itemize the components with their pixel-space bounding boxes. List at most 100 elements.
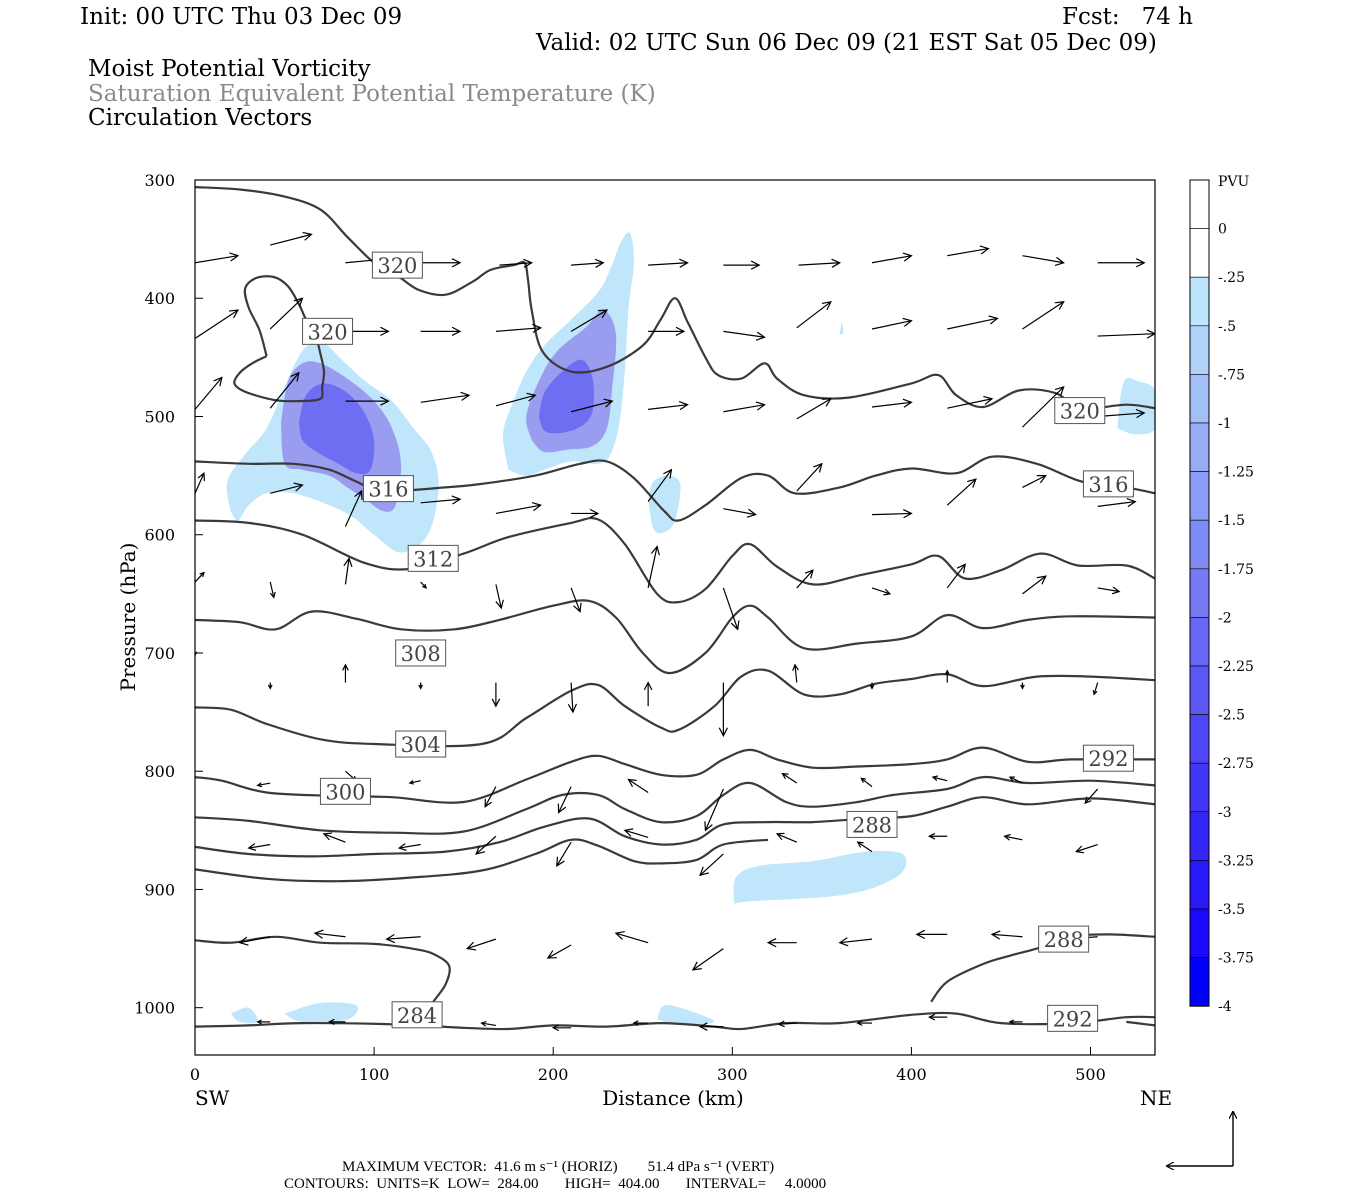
vector-shaft — [782, 773, 798, 784]
vector-shaft — [778, 1022, 797, 1025]
vector-shaft — [796, 569, 814, 589]
contour-label: 304 — [395, 730, 447, 758]
circulation-vector — [1097, 498, 1137, 508]
colorbar-swatch — [1189, 957, 1210, 1007]
contour-label: 312 — [407, 544, 459, 572]
colorbar-label: -3 — [1218, 805, 1232, 821]
contour-label-text: 320 — [377, 254, 417, 278]
vector-head — [1084, 796, 1092, 805]
vector-shaft — [722, 587, 739, 630]
vector-head — [256, 1019, 262, 1025]
vector-head — [650, 545, 660, 556]
contour-label-text: 292 — [1088, 747, 1128, 771]
circulation-vector — [699, 853, 724, 877]
max-vector-text: MAXIMUM VECTOR: 41.6 m s⁻¹ (HORIZ) 51.4 … — [342, 1159, 775, 1175]
vector-shaft — [796, 463, 823, 492]
circulation-vectors — [195, 231, 1155, 1032]
theta-e-contour-292 — [195, 796, 1155, 858]
vector-head — [979, 245, 990, 255]
vector-shaft — [796, 398, 832, 420]
circulation-vector — [195, 309, 240, 339]
vector-head — [1054, 256, 1065, 267]
pv-region-pv-light — [657, 1004, 715, 1025]
circulation-vector — [343, 557, 353, 585]
vector-shaft — [839, 938, 873, 944]
vector-shaft — [195, 472, 205, 494]
contour-info-text: CONTOURS: UNITS=K LOW= 284.00 HIGH= 404.… — [284, 1176, 827, 1192]
plot-frame — [194, 179, 1156, 1056]
vector-shaft — [547, 944, 572, 959]
vector-shaft — [386, 936, 421, 940]
y-tick-label: 600 — [144, 526, 175, 545]
colorbar-swatch — [1189, 860, 1210, 910]
vector-head — [451, 258, 462, 268]
vector-head — [755, 401, 766, 411]
circulation-vector — [495, 392, 537, 407]
vector-shaft — [570, 587, 581, 612]
vector-head — [704, 821, 713, 832]
vector-head — [614, 930, 625, 940]
x-tick-label: 0 — [190, 1065, 200, 1084]
vector-head — [1146, 329, 1155, 339]
circulation-vector — [1008, 1019, 1023, 1025]
contour-label-text: 320 — [1060, 400, 1100, 424]
colorbar-label: -1.25 — [1218, 465, 1254, 481]
colorbar-label: -.5 — [1218, 319, 1236, 335]
circulation-vector — [344, 489, 363, 527]
y-tick-label: 1000 — [134, 999, 175, 1018]
circulation-vector — [328, 1018, 346, 1025]
vector-head — [322, 832, 333, 841]
pv-region-pv-light — [284, 1002, 358, 1023]
colorbar-swatch — [1189, 374, 1210, 424]
vector-shaft — [947, 398, 993, 409]
colorbar-label: -3.5 — [1218, 902, 1245, 918]
vector-head — [328, 1018, 335, 1025]
circulation-vector — [556, 841, 572, 867]
contour-label: 320 — [302, 317, 354, 345]
vector-head — [750, 260, 761, 270]
circulation-vector — [691, 948, 724, 971]
circulation-vector — [195, 472, 205, 494]
vector-head — [313, 929, 324, 939]
circulation-vector — [1084, 788, 1099, 805]
vector-shaft — [495, 327, 541, 332]
vector-head — [777, 1020, 785, 1028]
vector-head — [256, 782, 263, 788]
contour-label-box — [302, 317, 354, 345]
theta-e-contours — [195, 186, 1155, 1031]
circulation-vector — [647, 545, 660, 589]
vector-shaft — [270, 484, 303, 494]
circulation-vector — [777, 1020, 797, 1028]
vector-head — [755, 331, 766, 341]
circulation-vector — [928, 832, 948, 840]
vector-head — [342, 663, 349, 671]
colorbar-swatch — [1189, 811, 1210, 861]
forecast-hour: Fcst: 74 h — [1062, 4, 1193, 30]
contour-label-box — [395, 639, 447, 667]
vector-shaft — [798, 262, 840, 266]
vector-shaft — [946, 563, 966, 589]
vector-head — [1092, 689, 1098, 696]
vector-head — [573, 602, 582, 613]
circulation-vector — [723, 260, 761, 270]
vector-head — [831, 258, 842, 268]
contour-label-box — [1082, 744, 1134, 772]
theta-e-contour-320 — [233, 275, 326, 403]
circulation-vector — [723, 330, 766, 341]
circulation-vector — [869, 682, 875, 690]
vector-head — [915, 929, 926, 940]
pv-region-pv-light — [230, 1007, 258, 1024]
vector-shaft — [499, 262, 532, 266]
vector-head — [269, 591, 276, 599]
vector-head — [567, 703, 578, 714]
vector-head — [766, 938, 777, 948]
vector-shaft — [269, 372, 300, 409]
x-tick-label: 100 — [359, 1065, 390, 1084]
vector-shaft — [570, 309, 608, 332]
vector-head — [983, 395, 994, 405]
circulation-vector — [570, 398, 614, 413]
vector-head — [597, 309, 609, 318]
vector-head — [523, 258, 534, 268]
circulation-vector — [1008, 776, 1023, 784]
circulation-vector — [856, 841, 873, 853]
